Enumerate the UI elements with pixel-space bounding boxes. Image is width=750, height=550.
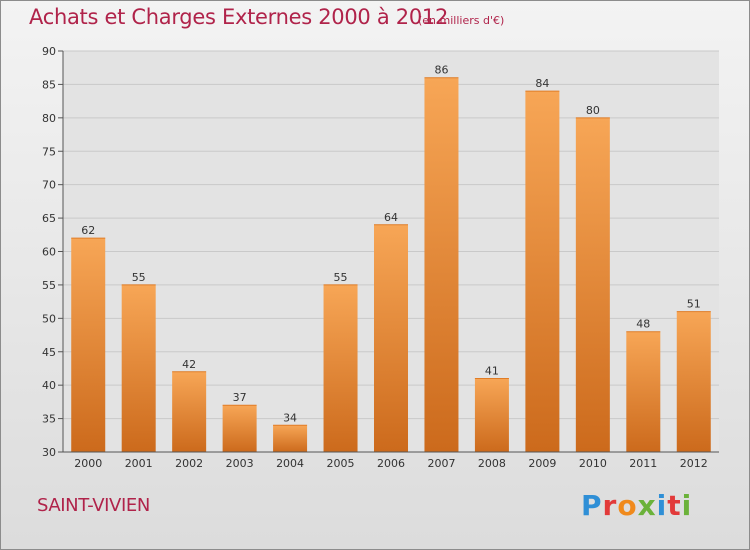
bar-2007	[424, 77, 459, 452]
bar-2001	[121, 284, 156, 452]
y-tick-label: 65	[42, 212, 56, 225]
proxiti-logo: Proxiti	[581, 489, 693, 522]
bar-2012	[676, 311, 711, 452]
bar-2006	[374, 224, 408, 452]
data-label: 55	[132, 271, 146, 284]
y-tick-label: 35	[42, 413, 56, 426]
y-tick-label: 45	[42, 346, 56, 359]
bar-2004	[273, 425, 308, 452]
bar-2009	[525, 91, 560, 452]
y-tick-label: 75	[42, 145, 56, 158]
x-tick-label: 2002	[175, 457, 203, 470]
y-tick-label: 40	[42, 379, 56, 392]
y-tick-label: 30	[42, 446, 56, 459]
x-tick-label: 2008	[478, 457, 506, 470]
location-label: SAINT-VIVIEN	[37, 495, 150, 516]
x-tick-label: 2000	[74, 457, 102, 470]
y-tick-label: 85	[42, 78, 56, 91]
x-tick-label: 2010	[579, 457, 607, 470]
data-label: 80	[586, 104, 600, 117]
data-label: 62	[81, 224, 95, 237]
data-label: 86	[434, 64, 448, 77]
y-tick-label: 50	[42, 312, 56, 325]
x-tick-label: 2005	[327, 457, 355, 470]
data-label: 84	[535, 77, 549, 90]
y-tick-label: 80	[42, 112, 56, 125]
y-tick-label: 55	[42, 279, 56, 292]
bars	[71, 77, 711, 452]
bar-2008	[474, 378, 509, 452]
data-label: 42	[182, 358, 196, 371]
data-label: 55	[334, 271, 348, 284]
data-label: 34	[283, 411, 297, 424]
bar-2011	[626, 331, 661, 452]
data-label: 51	[687, 298, 701, 311]
bar-2005	[323, 284, 358, 452]
x-tick-label: 2012	[680, 457, 708, 470]
data-label: 37	[233, 391, 247, 404]
bar-2010	[575, 117, 610, 452]
x-tick-label: 2011	[629, 457, 657, 470]
y-tick-label: 90	[42, 45, 56, 58]
x-tick-label: 2007	[427, 457, 455, 470]
y-tick-label: 70	[42, 179, 56, 192]
y-tick-labels: 30 35 40 45 50 55 60 65 70 75 80 85 90	[42, 45, 56, 459]
x-tick-label: 2003	[226, 457, 254, 470]
bar-2003	[222, 405, 257, 452]
x-tick-label: 2004	[276, 457, 304, 470]
bar-2002	[172, 371, 207, 452]
chart-title: Achats et Charges Externes 2000 à 2012	[29, 5, 449, 29]
data-label: 48	[636, 318, 650, 331]
x-tick-label: 2001	[125, 457, 153, 470]
y-tick-label: 60	[42, 246, 56, 259]
x-tick-labels: 2000 2001 2002 2003 2004 2005 2006 2007 2008 2009…	[74, 457, 708, 470]
x-tick-label: 2006	[377, 457, 405, 470]
data-labels: 62 55 42 37 34 55 64 86 41 84 80 48 51	[81, 64, 701, 425]
data-label: 41	[485, 364, 499, 377]
axes	[62, 51, 719, 453]
bar-2000	[71, 238, 106, 452]
chart-subtitle: (en milliers d'€)	[418, 14, 505, 27]
data-label: 64	[384, 211, 398, 224]
x-tick-label: 2009	[528, 457, 556, 470]
